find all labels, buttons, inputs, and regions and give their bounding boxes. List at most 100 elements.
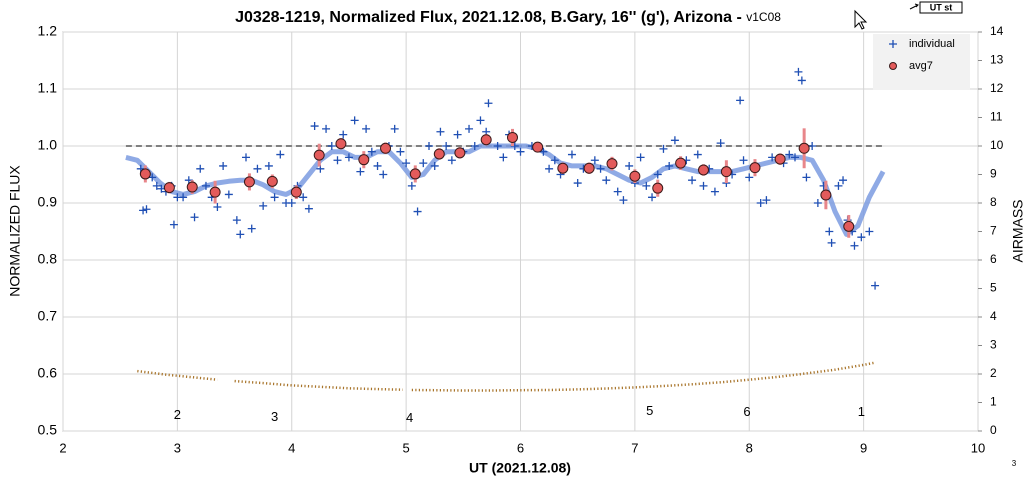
y2-axis-label: AIRMASS [1010,199,1026,262]
individual-point [642,181,651,190]
individual-point [636,153,645,162]
y2-tick-label: 6 [990,252,997,266]
individual-point [356,167,365,176]
individual-point [253,164,262,173]
individual-point [573,179,582,188]
y-tick-label: 0.5 [38,422,58,438]
avg-point [335,138,347,150]
legend-marker [889,62,897,70]
legend-label: avg7 [909,60,933,72]
individual-point [287,199,296,207]
individual-point [367,147,376,156]
annotation: 1 [858,404,865,419]
avg-point [433,148,445,160]
avg-point [583,162,595,174]
y2-tick-label: 3 [990,338,997,352]
individual-point [596,164,605,173]
individual-point [476,116,485,125]
individual-point [436,127,445,136]
individual-point [236,230,245,239]
cursor [854,9,868,30]
y2-tick-label: 9 [990,167,997,181]
subtitle: v1C08 [746,10,781,24]
individual-point [659,144,668,153]
annotation: 2 [174,407,181,422]
x-tick-label: 5 [403,440,410,455]
individual-point [739,156,748,165]
individual-point [619,196,628,205]
individual-point [264,161,273,170]
individual-point [493,142,502,150]
y2-tick-label: 2 [990,366,997,380]
individual-point [447,156,456,165]
annotation: 6 [743,404,750,419]
individual-point [373,161,382,170]
avg-point [506,131,518,143]
individual-point [693,150,702,159]
individual-point [247,224,256,233]
y2-tick-label: 4 [990,309,997,323]
individual-point [745,173,754,182]
x-tick-label: 7 [631,440,638,455]
individual-point [219,161,228,170]
individual-point [768,153,777,162]
y2-tick-label: 11 [990,110,1003,124]
individual-point [142,205,151,214]
individual-point [813,199,822,207]
individual-point [736,96,745,105]
individual-point [139,206,148,215]
avg-point [843,220,855,232]
individual-point [304,204,313,213]
y-tick-label: 1.1 [38,80,58,96]
individual-point [396,147,405,156]
y2-tick-label: 7 [990,224,997,238]
avg-point [798,142,810,154]
individual-point [465,124,474,133]
individual-point [179,193,188,202]
individual-point [453,130,462,139]
x-tick-label: 8 [746,440,753,455]
individual-point [430,161,439,170]
avg-point [774,153,786,165]
individual-point [794,67,803,76]
individual-point [567,150,576,159]
y2-tick-label: 8 [990,195,997,209]
airmass-line [137,361,876,392]
individual-point [648,193,657,202]
individual-point [762,196,771,205]
individual-point [665,161,674,170]
individual-point [425,142,433,150]
individual-point [756,199,765,207]
individual-point [834,181,843,190]
individual-point [653,170,662,179]
y2-tick-label: 13 [990,53,1004,67]
corner-box [919,1,963,14]
avg-point [454,147,466,159]
individual-point [688,176,697,185]
individual-point [545,164,554,173]
avg-point [698,164,709,176]
avg-point [186,181,198,193]
avg-point [139,168,151,180]
avg-point [675,157,687,169]
individual-point [419,159,428,168]
y-tick-label: 0.8 [38,251,58,267]
avg-point [606,158,618,170]
y-tick-label: 1.2 [38,23,58,39]
individual-point [827,238,836,247]
individual-point [791,153,799,162]
individual-point [201,181,210,190]
individual-point [785,150,794,159]
x-tick-label: 10 [971,440,985,455]
individual-point [413,207,422,216]
avg-point [313,149,325,161]
avg-point [652,182,664,194]
individual-point [390,124,399,133]
individual-point [232,216,241,225]
page-number: 3 [1012,459,1017,468]
avg-point [720,166,732,178]
avg-point [532,141,544,153]
annotation: 5 [646,403,653,418]
individual-point [310,122,319,131]
